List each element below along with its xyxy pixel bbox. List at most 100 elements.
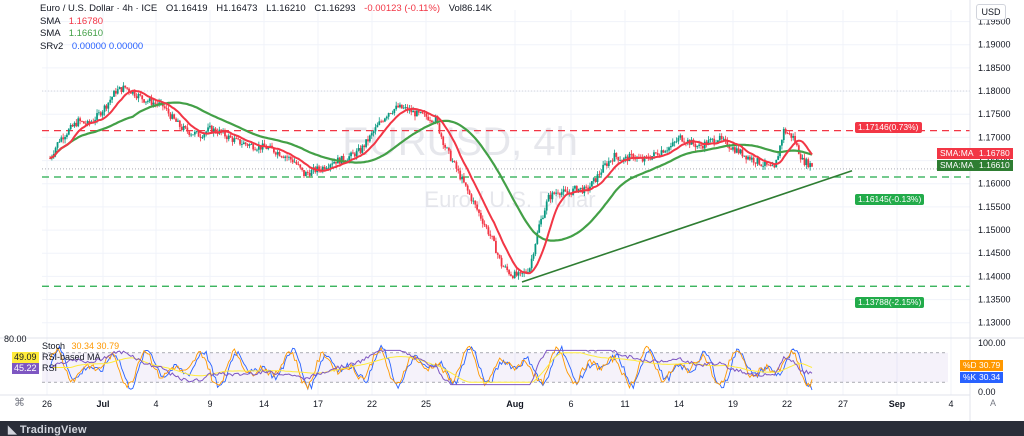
candle-body [331,163,334,165]
candle-body [543,210,546,218]
candle-body [99,112,102,116]
candle-body [434,116,437,122]
sma-fast-axis-value: 1.16780 [976,148,1013,159]
candle-body [182,126,185,131]
indicator-sma-fast[interactable]: SMA 1.16780 [40,16,492,29]
candle-body [259,145,262,150]
candle-body [607,161,610,166]
candle-body [799,154,802,160]
candle-body [145,101,147,103]
time-tick-label: 6 [568,399,573,409]
candle-body [653,152,655,157]
candle-body [634,158,637,160]
stoch-d-value: 30.79 [976,360,1004,371]
candle-body [105,105,108,109]
trendline[interactable] [521,170,853,283]
currency-button[interactable]: USD [976,4,1006,20]
price-tick-label: 1.18500 [978,63,1011,73]
candle-body [786,133,789,135]
candle-body [399,104,401,108]
candle-body [805,159,808,166]
candle-body [765,161,768,165]
stoch-row[interactable]: Stoch 30.34 30.79 [42,341,119,352]
candle-body [267,147,270,150]
candle-body [711,138,714,140]
rsi-row[interactable]: 45.22 RSI [12,363,119,374]
candle-body [225,136,228,140]
candle-body [310,170,313,176]
resistance-price-tag: 1.17146(0.73%) [855,122,922,133]
candle-body [150,98,153,105]
candle-body [532,254,535,259]
candle-body [329,164,332,168]
candle-body [280,156,283,158]
time-tick-label: 27 [838,399,848,409]
candle-body [660,150,663,156]
candle-body [276,151,279,155]
candle-body [306,172,309,174]
candle-body [64,136,66,140]
candle-body [357,148,360,151]
candle-body [654,152,657,154]
candle-body [737,148,740,154]
auto-scale-button[interactable]: A [990,398,997,408]
settings-icon[interactable]: ⌘ [14,397,25,409]
indicator-sma-slow[interactable]: SMA 1.16610 [40,28,492,41]
ohlc-open: O1.16419 [165,3,208,14]
candle-body [606,163,608,166]
candle-body [438,123,441,134]
tradingview-logo[interactable]: ◣ TradingView [8,424,87,436]
candle-body [122,85,125,92]
candle-body [391,113,394,114]
price-tick-label: 1.13500 [978,295,1011,305]
stoch-label: Stoch [42,341,66,351]
candle-body [82,121,85,124]
rsi-ma-row[interactable]: 49.09 RSI-based MA [12,352,119,363]
candle-body [148,98,151,102]
candle-body [137,94,140,99]
candle-body [609,160,612,162]
time-axis[interactable]: 26 Jul 4 9 14 17 22 25 Aug 6 11 14 19 22 27 Sep 4 [0,0,971,421]
rsi-value: 45.22 [12,363,39,374]
price-tick-label: 1.16000 [978,179,1011,189]
candle-body [502,266,505,268]
candle-body [184,126,187,128]
candle-body [436,116,439,124]
candle-body [427,116,430,121]
price-axis[interactable]: 1.19500 1.19000 1.18500 1.18000 1.17500 1.170… [978,17,1011,328]
candle-body [169,113,172,119]
candle-body [109,99,112,103]
candle-body [495,240,497,254]
chart-canvas[interactable]: EURUSD, 4h Euro / U.S. Dollar 1.195001.1… [0,0,1024,421]
candle-body [335,161,337,164]
candle-body [54,147,57,154]
candle-body [84,123,87,125]
price-tick-label: 1.18000 [978,86,1011,96]
candle-body [321,166,324,171]
candle-body [49,158,51,160]
symbol-row[interactable]: Euro / U.S. Dollar · 4h · ICE O1.16419 H… [40,3,492,16]
time-tick-label: Aug [506,399,524,409]
ohlc-change: -0.00123 (-0.11%) [364,3,441,14]
candle-body [521,273,524,275]
candle-body [246,144,249,146]
candle-body [782,128,785,141]
candle-body [506,266,509,271]
candle-body [479,212,482,219]
chart-frame: EURUSD, 4h Euro / U.S. Dollar 1.19500 1.1… [0,0,1024,421]
candle-body [180,126,183,131]
candle-body [293,161,296,163]
candle-body [517,272,520,276]
candle-body [801,157,804,160]
candle-body [58,141,61,143]
candle-body [728,146,731,149]
candle-body [675,141,678,143]
candle-body [669,146,672,148]
price-tick-label: 1.15000 [978,225,1011,235]
indicator-name: SRv2 [40,40,64,52]
candle-body [515,271,518,276]
candle-body [291,159,294,163]
candle-body [733,147,736,153]
candle-body [272,148,275,153]
indicator-srv2[interactable]: SRv2 0.00000 0.00000 [40,41,492,54]
